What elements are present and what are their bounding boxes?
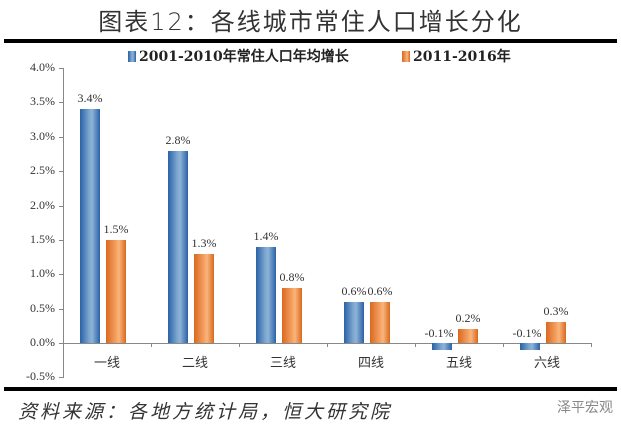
y-tick-label: 4.0% <box>30 60 55 74</box>
x-category-label: 六线 <box>533 356 560 371</box>
bar-2001-2010 <box>344 301 364 343</box>
x-tick-mark <box>327 343 328 347</box>
y-tick-label: 0.0% <box>30 335 55 349</box>
x-tick-mark <box>151 343 152 347</box>
y-tick-label: 0.5% <box>30 300 55 315</box>
y-tick-label: -0.5% <box>26 369 55 384</box>
x-category-label: 五线 <box>445 356 472 371</box>
y-tick-mark <box>59 239 63 241</box>
data-label: 0.2% <box>455 311 481 326</box>
y-tick-mark <box>59 136 63 138</box>
data-label: -0.1% <box>512 326 542 340</box>
y-tick-mark <box>59 205 63 207</box>
legend-swatch-blue <box>128 50 136 62</box>
data-label: -0.1% <box>424 326 454 340</box>
y-tick-label: 2.0% <box>30 197 55 212</box>
y-tick-label: 2.5% <box>30 163 55 178</box>
y-tick-label: 3.5% <box>30 94 55 109</box>
y-tick-mark <box>59 343 63 344</box>
source-note: 资料来源：各地方统计局，恒大研究院 <box>18 401 393 423</box>
x-category-label: 三线 <box>269 356 296 371</box>
data-label: 1.3% <box>191 235 217 250</box>
data-label: 2.8% <box>165 132 191 147</box>
bar-2001-2010 <box>432 343 452 350</box>
y-tick-label: 1.5% <box>30 231 55 246</box>
x-tick-mark <box>503 343 504 347</box>
legend-swatch-orange <box>402 50 410 62</box>
data-label: 1.4% <box>253 228 279 243</box>
legend-label-series2: 2011-2016年 <box>413 49 511 65</box>
data-label: 0.3% <box>543 304 569 319</box>
legend-label-series1: 2001-2010年常住人口年均增长 <box>139 49 349 65</box>
bar-2011-2016 <box>546 322 566 343</box>
y-axis-line <box>63 68 64 378</box>
y-tick-mark <box>59 274 63 276</box>
bar-2011-2016 <box>370 301 390 343</box>
x-tick-mark <box>415 343 416 347</box>
data-label: 3.4% <box>77 91 103 106</box>
watermark: 泽平宏观 <box>557 400 613 416</box>
x-category-label: 四线 <box>357 356 384 371</box>
bar-2001-2010 <box>168 150 188 343</box>
bottom-rule <box>4 387 617 391</box>
legend: 2001-2010年常住人口年均增长 2011-2016年 <box>0 46 621 66</box>
data-label: 0.6% <box>367 283 393 298</box>
data-label: 0.6% <box>341 283 367 298</box>
bar-2011-2016 <box>106 239 126 343</box>
x-tick-mark <box>591 343 592 347</box>
x-category-label: 二线 <box>181 356 208 371</box>
x-category-label: 一线 <box>93 356 120 371</box>
top-rule <box>4 39 617 43</box>
x-tick-mark <box>239 343 240 347</box>
bar-2011-2016 <box>282 288 302 343</box>
y-tick-mark <box>59 377 63 379</box>
data-label: 0.8% <box>279 270 305 284</box>
bar-2011-2016 <box>458 329 478 343</box>
bar-2001-2010 <box>80 109 100 343</box>
bar-2011-2016 <box>194 253 214 343</box>
y-tick-mark <box>59 68 63 69</box>
legend-item-series2: 2011-2016年 <box>402 46 511 66</box>
bar-2001-2010 <box>520 343 540 350</box>
y-tick-label: 1.0% <box>30 266 55 281</box>
y-tick-mark <box>59 102 63 104</box>
legend-item-series1: 2001-2010年常住人口年均增长 <box>128 46 349 66</box>
y-tick-mark <box>59 308 63 310</box>
bar-2001-2010 <box>256 246 276 343</box>
chart-title: 图表12：各线城市常住人口增长分化 <box>98 8 523 36</box>
y-tick-mark <box>59 171 63 173</box>
data-label: 1.5% <box>103 221 129 236</box>
y-tick-label: 3.0% <box>30 128 55 143</box>
